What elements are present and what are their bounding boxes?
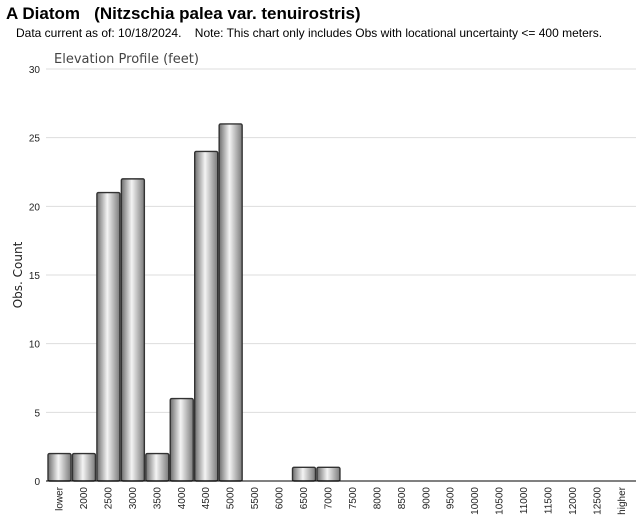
x-tick-label: 11000 [519, 487, 530, 515]
chart-title: Elevation Profile (feet) [54, 52, 199, 67]
x-tick-label: lower [55, 486, 66, 511]
y-axis-label: Obs. Count [11, 241, 25, 308]
axes: 0 5 10 15 20 25 30 lower 2000 2500 3000 3500 4000 450… [29, 65, 636, 515]
x-tick-label: 9500 [446, 487, 457, 510]
x-tick-label: 12000 [568, 487, 579, 515]
x-tick-label: 6000 [275, 487, 286, 510]
x-tick-label: 8500 [397, 487, 408, 510]
data-note: Data current as of: 10/18/2024. Note: Th… [16, 26, 603, 40]
x-tick-label: 2500 [103, 487, 114, 510]
y-tick-label: 15 [29, 271, 41, 282]
bar [71, 452, 97, 482]
x-tick-label: 3500 [152, 487, 163, 510]
x-tick-label: 9000 [421, 487, 432, 510]
x-tick-label: 6500 [299, 487, 310, 510]
bar [316, 466, 341, 482]
x-tick-label: 8000 [372, 487, 383, 510]
bar [120, 178, 146, 482]
bar [193, 150, 219, 482]
bars [47, 123, 341, 482]
bar [218, 123, 243, 482]
bar [47, 452, 72, 482]
y-tick-label: 30 [29, 65, 41, 76]
x-tick-label: 10000 [470, 487, 481, 515]
x-tick-label: higher [617, 486, 628, 514]
y-tick-label: 5 [34, 408, 40, 419]
x-tick-label: 4500 [201, 487, 212, 510]
bar [96, 191, 121, 482]
y-tick-label: 25 [29, 134, 41, 145]
bar [145, 452, 170, 482]
y-tick-label: 20 [29, 202, 41, 213]
bar [169, 397, 194, 482]
x-tick-label: 7500 [348, 487, 359, 510]
x-tick-label: 10500 [495, 487, 506, 515]
x-tick-label: 3000 [128, 487, 139, 510]
x-tick-label: 4000 [177, 487, 188, 510]
x-tick-label: 5500 [250, 487, 261, 510]
x-tick-label: 12500 [592, 487, 603, 515]
x-tick-label: 5000 [226, 487, 237, 510]
y-tick-label: 10 [29, 340, 41, 351]
x-tick-label: 7000 [323, 487, 334, 510]
bar [291, 466, 317, 482]
x-tick-label: 11500 [544, 487, 555, 515]
y-tick-label: 0 [34, 477, 40, 488]
page-title: A Diatom (Nitzschia palea var. tenuirost… [6, 4, 361, 23]
x-tick-label: 2000 [79, 487, 90, 510]
